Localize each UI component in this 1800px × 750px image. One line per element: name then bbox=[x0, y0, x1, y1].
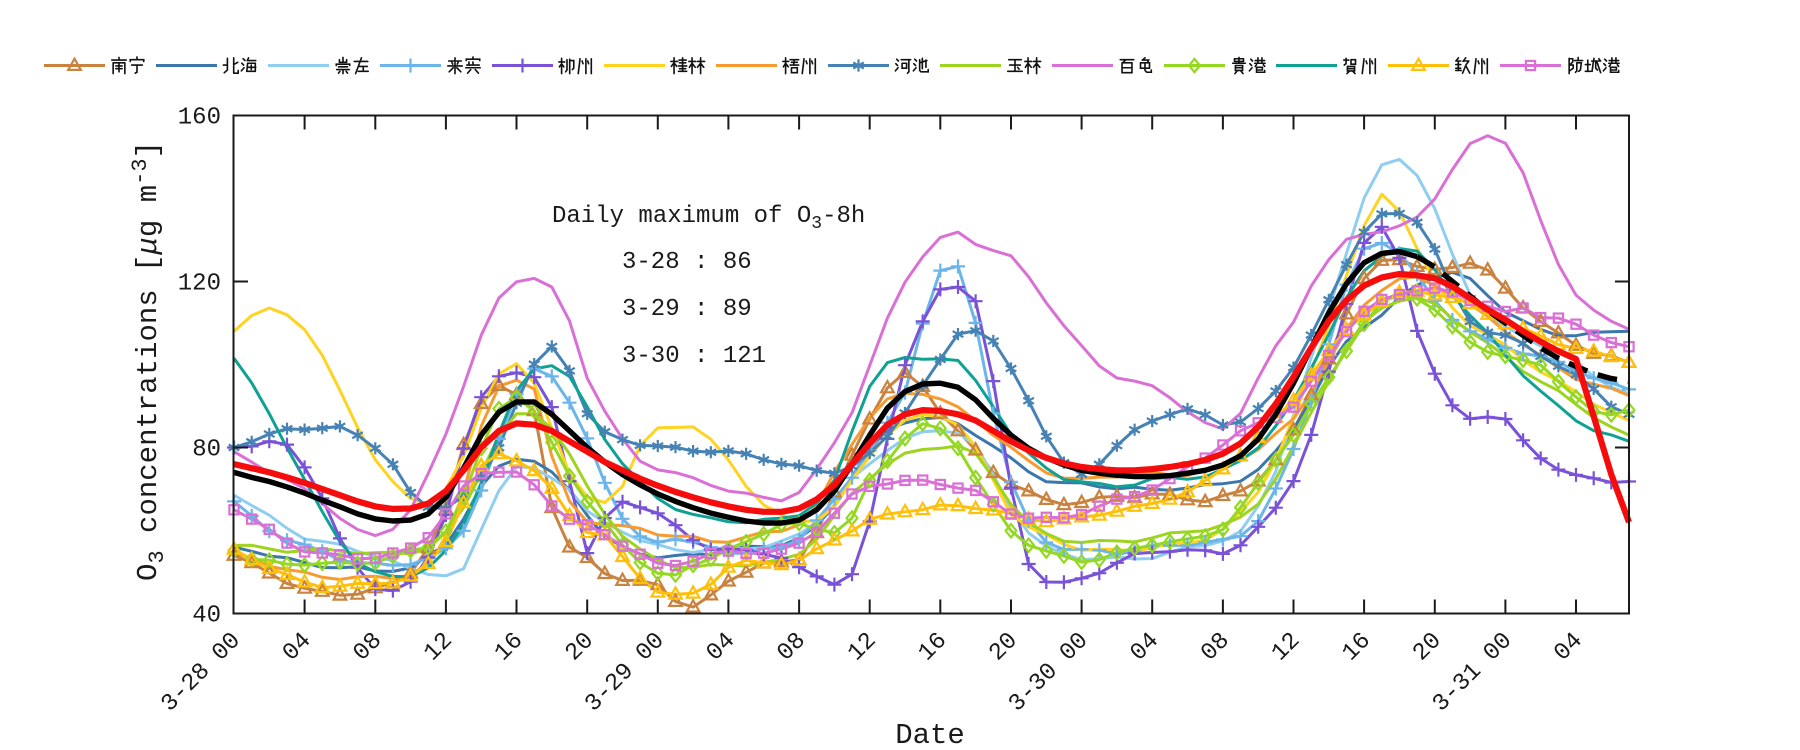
svg-text:80: 80 bbox=[192, 437, 221, 464]
svg-text:3-30 : 121: 3-30 : 121 bbox=[622, 343, 766, 370]
svg-text:40: 40 bbox=[192, 603, 221, 630]
svg-text:160: 160 bbox=[178, 105, 221, 132]
svg-text:Date: Date bbox=[895, 719, 965, 750]
svg-text:O3 concentrations [μg m-3]: O3 concentrations [μg m-3] bbox=[128, 141, 170, 581]
svg-text:3-28 : 86: 3-28 : 86 bbox=[622, 249, 752, 276]
svg-text:120: 120 bbox=[178, 271, 221, 298]
svg-text:3-29 : 89: 3-29 : 89 bbox=[622, 296, 752, 323]
